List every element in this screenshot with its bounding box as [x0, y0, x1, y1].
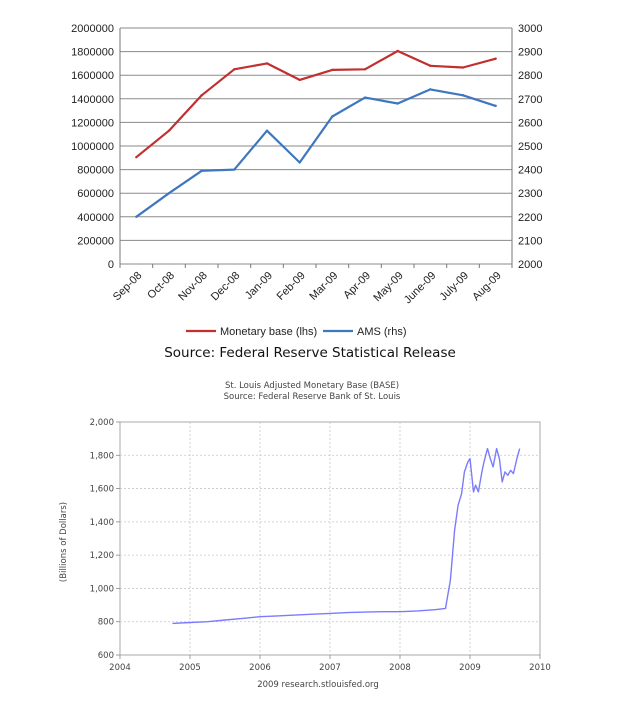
- chart2-title: St. Louis Adjusted Monetary Base (BASE): [225, 381, 399, 391]
- chart2-y-tick: 2,000: [90, 418, 114, 428]
- chart-monetary-base-vs-ams: 0 200000 400000 600000 800000 1000000 1200000 1…: [71, 23, 542, 361]
- chart2-y-tick: 800: [98, 618, 114, 628]
- chart1-point-monetary-base: [200, 94, 203, 97]
- chart1-y-left-tick: 1200000: [71, 117, 114, 129]
- chart2-x-tick: 2009: [459, 663, 481, 673]
- chart1-y-right-tick: 2500: [518, 141, 542, 153]
- chart1-point-monetary-base: [233, 68, 236, 71]
- chart2-x-tick: 2010: [529, 663, 551, 673]
- chart2-y-tick: 1,800: [90, 451, 114, 461]
- chart1-point-ams: [331, 115, 334, 118]
- chart2-x-tick: 2008: [389, 663, 411, 673]
- chart1-point-monetary-base: [396, 49, 399, 53]
- chart1-point-monetary-base: [265, 62, 269, 65]
- chart1-y-right-tick: 2400: [518, 165, 542, 177]
- chart2-x-tick: 2007: [319, 663, 341, 673]
- chart1-y-left-tick: 200000: [77, 235, 114, 247]
- chart1-point-ams: [135, 215, 138, 218]
- chart1-series-ams: [135, 88, 497, 218]
- chart1-y-right-tick: 2800: [518, 70, 542, 82]
- chart1-point-ams: [429, 88, 432, 91]
- chart2-y-tick: 600: [98, 651, 114, 661]
- chart1-point-monetary-base: [298, 78, 301, 82]
- chart1-y-right-tick: 2600: [518, 117, 542, 129]
- chart1-point-monetary-base: [494, 57, 497, 60]
- chart1-y-right-tick: 2300: [518, 188, 542, 200]
- chart1-y-left-tick: 0: [108, 259, 114, 271]
- chart1-series-monetary-base: [135, 49, 496, 159]
- chart1-y-left-tick: 1800000: [71, 47, 114, 59]
- chart1-y-right-tick: 2900: [518, 47, 542, 59]
- chart1-point-ams: [494, 104, 497, 108]
- chart1-source: Source: Federal Reserve Statistical Rele…: [164, 345, 456, 361]
- chart1-point-monetary-base: [461, 66, 465, 69]
- chart1-legend-ams: AMS (rhs): [357, 326, 407, 338]
- chart2-x-tick: 2005: [179, 663, 201, 673]
- chart1-y-left-tick: 1600000: [71, 70, 114, 82]
- chart1-point-ams: [298, 161, 301, 164]
- chart2-x-tick: 2004: [109, 663, 131, 673]
- chart1-point-ams: [363, 96, 367, 99]
- chart1-point-monetary-base: [135, 156, 138, 159]
- chart1-y-left-tick: 1400000: [71, 94, 114, 106]
- chart1-y-right-tick: 2700: [518, 94, 542, 106]
- chart1-point-ams: [167, 192, 171, 195]
- chart1-point-ams: [265, 129, 269, 132]
- chart2-subtitle: Source: Federal Reserve Bank of St. Loui…: [224, 392, 401, 402]
- chart2-ylabel: (Billions of Dollars): [59, 502, 69, 582]
- chart1-point-monetary-base: [331, 68, 334, 72]
- chart2-y-tick: 1,200: [90, 551, 114, 561]
- chart2-xlabel: 2009 research.stlouisfed.org: [257, 680, 379, 690]
- chart1-y-left-tick: 400000: [77, 212, 114, 224]
- chart1-point-monetary-base: [363, 68, 367, 71]
- chart1-y-right-tick: 2000: [518, 259, 542, 271]
- chart2-series-base: [172, 447, 521, 625]
- chart2-y-tick: 1,600: [90, 485, 114, 495]
- chart1-y-left-tick: 600000: [77, 188, 114, 200]
- chart1-legend-monetary-base: Monetary base (lhs): [220, 326, 317, 338]
- chart1-y-left-tick: 800000: [77, 165, 114, 177]
- chart1-y-left-tick: 1000000: [71, 141, 114, 153]
- chart1-point-monetary-base: [429, 64, 432, 67]
- chart1-point-ams: [396, 102, 399, 105]
- chart2-y-tick: 1,000: [90, 584, 114, 594]
- chart1-point-ams: [200, 169, 203, 172]
- chart1-y-right-tick: 3000: [518, 23, 542, 35]
- chart1-y-right-tick: 2100: [518, 235, 542, 247]
- chart1-point-ams: [461, 94, 465, 97]
- chart1-point-monetary-base: [167, 129, 171, 132]
- chart2-x-tick: 2006: [249, 663, 271, 673]
- chart1-y-left-tick: 2000000: [71, 23, 114, 35]
- chart1-y-right-tick: 2200: [518, 212, 542, 224]
- chart1-point-ams: [233, 168, 236, 171]
- chart2-y-tick: 1,400: [90, 518, 114, 528]
